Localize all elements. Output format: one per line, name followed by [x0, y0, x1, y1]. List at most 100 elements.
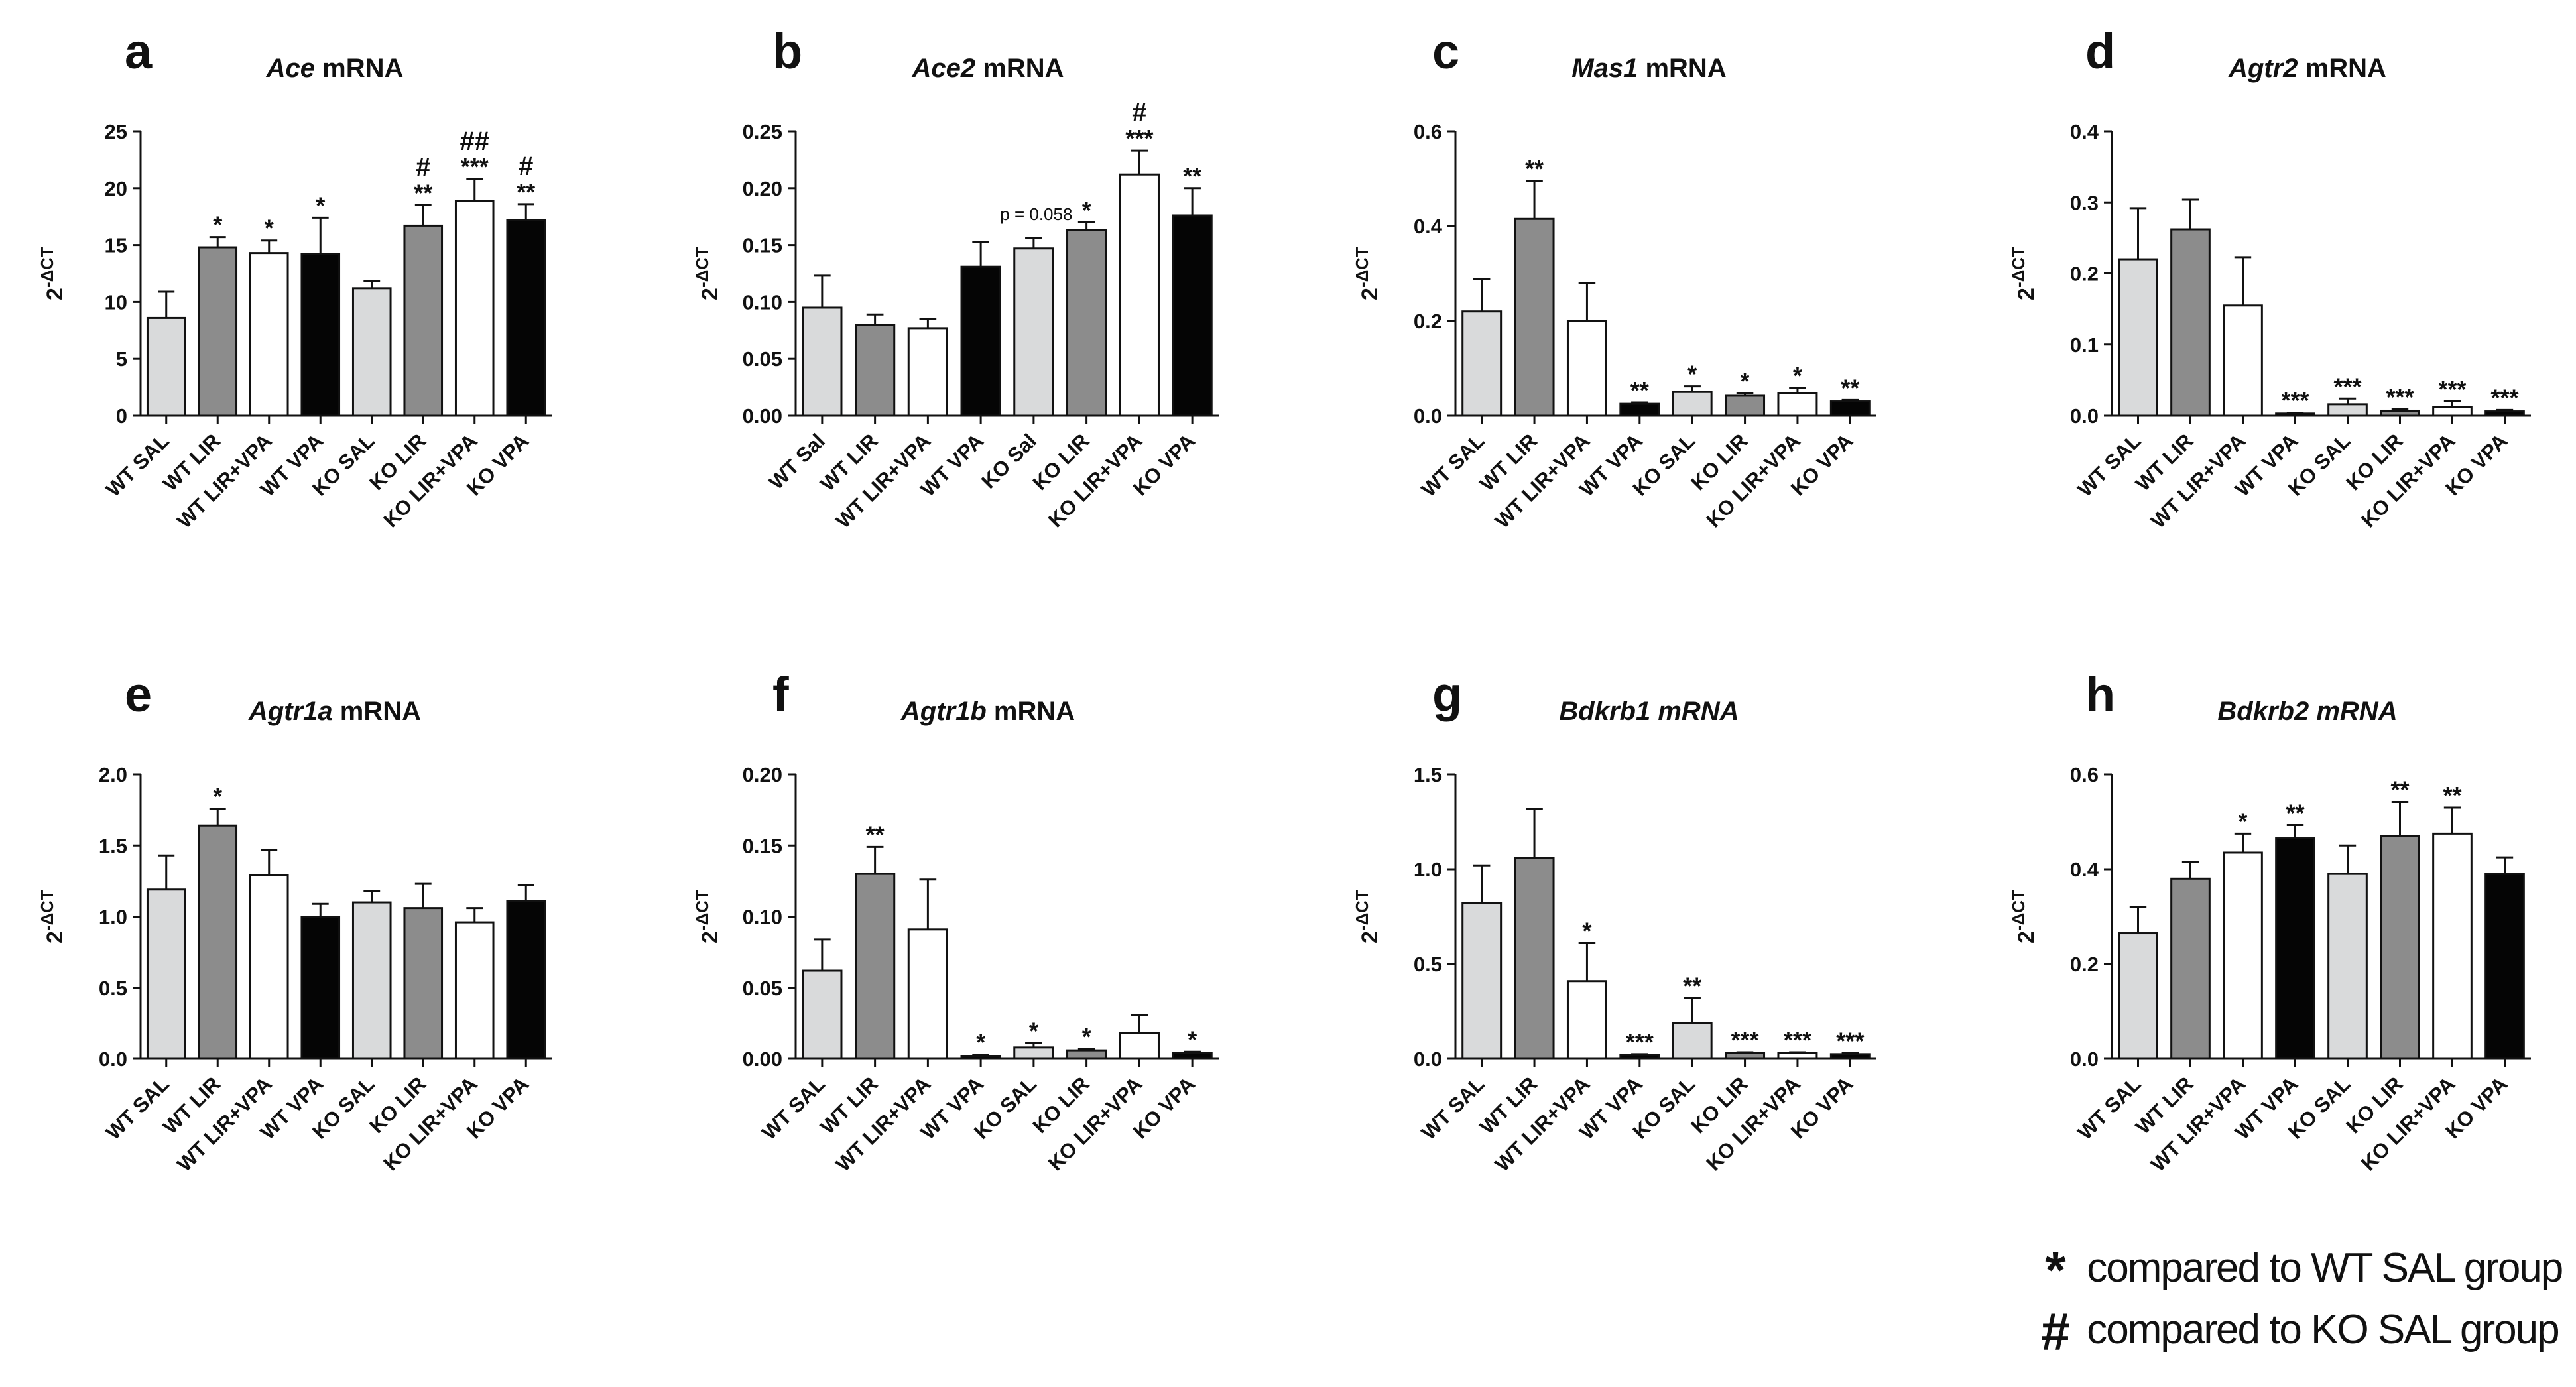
- bar-wt-vpa: [300, 916, 341, 1060]
- title-gene: Agtr1b: [900, 697, 987, 726]
- bar-wt-lir-vpa: [249, 874, 289, 1060]
- y-tick-label: 0.6: [1414, 120, 1442, 143]
- panel-letter: b: [772, 24, 802, 79]
- bar-ko-vpa: [2484, 410, 2525, 417]
- ylabel-base: 2: [2014, 931, 2039, 943]
- x-tick-label: WT SAL: [1417, 429, 1489, 501]
- bar-ko-lir: [403, 224, 444, 417]
- y-tick-label: 0.25: [743, 120, 782, 143]
- chart-title: Agtr1b mRNA: [900, 697, 1075, 726]
- x-tick-label: WT SAL: [757, 1072, 829, 1144]
- legend-star-entry: * compared to WT SAL group: [2036, 1240, 2563, 1301]
- y-tick-label: 0.0: [1414, 1048, 1442, 1071]
- y-tick-label: 0.00: [743, 1048, 782, 1071]
- bar-wt-sal: [2118, 258, 2158, 417]
- significance-star: **: [1841, 374, 1859, 401]
- bar-ko-lir-vpa: [454, 200, 495, 417]
- title-gene: Bdkrb2 mRNA: [2217, 697, 2397, 726]
- y-axis-label: 2-ΔCT: [1352, 890, 1382, 943]
- bar-ko-lir: [1725, 1052, 1766, 1060]
- panel-letter: a: [125, 24, 153, 79]
- bar-ko-lir-vpa: [2432, 832, 2473, 1060]
- significance-star: *: [2238, 808, 2247, 835]
- significance-star: **: [866, 821, 885, 848]
- ylabel-superscript: -ΔCT: [692, 890, 712, 931]
- bar-ko-lir-vpa: [1777, 392, 1818, 417]
- ylabel-superscript: -ΔCT: [2008, 890, 2028, 931]
- significance-star: *: [1082, 1023, 1091, 1050]
- significance-star: *: [1188, 1026, 1197, 1053]
- y-tick-label: 0: [116, 404, 127, 428]
- bar-wt-sal: [802, 969, 843, 1060]
- bar-wt-sal: [1461, 902, 1503, 1060]
- significance-star: ***: [1125, 125, 1153, 152]
- title-gene: Agtr2: [2228, 54, 2298, 83]
- bar-ko-sal: [2327, 873, 2368, 1060]
- bar-wt-sal: [146, 316, 186, 417]
- panel-letter: h: [2085, 667, 2115, 722]
- y-tick-label: 0.2: [1414, 310, 1442, 333]
- bar-ko-vpa: [506, 219, 546, 417]
- y-tick-label: 15: [105, 234, 127, 257]
- significance-star: **: [1183, 162, 1201, 190]
- bar-wt-lir-vpa: [1566, 320, 1607, 417]
- x-tick-label: WT SAL: [2073, 1072, 2146, 1144]
- title-gene: Ace2: [912, 54, 976, 83]
- ylabel-base: 2: [2014, 288, 2039, 300]
- significance-star: ***: [461, 153, 489, 180]
- bar-wt-vpa: [960, 1055, 1001, 1060]
- bar-wt-lir-vpa: [2223, 851, 2263, 1060]
- y-tick-label: 5: [116, 347, 127, 371]
- significance-star: *: [1741, 367, 1750, 394]
- significance-star: *: [213, 782, 222, 810]
- bar-ko-sal: [1013, 247, 1054, 417]
- y-tick-label: 0.4: [2070, 858, 2099, 881]
- bar-ko-sal: [351, 901, 392, 1060]
- y-tick-label: 1.5: [1414, 763, 1442, 786]
- y-axis-label: 2-ΔCT: [692, 247, 723, 300]
- bar-ko-lir: [2380, 409, 2420, 417]
- bar-wt-vpa: [300, 253, 341, 417]
- legend-hash-text: compared to KO SAL group: [2087, 1307, 2559, 1353]
- bar-ko-lir: [1725, 394, 1766, 417]
- ylabel-base: 2: [698, 288, 723, 300]
- panel-letter: g: [1432, 667, 1462, 722]
- panel-f: f Agtr1b mRNA 2-ΔCT 0.00 0.05 0.10 0.15 0.20 WT …: [692, 667, 1219, 1176]
- bar-ko-sal: [1672, 1022, 1713, 1060]
- bar-wt-lir: [198, 246, 238, 417]
- panel-letter: c: [1432, 24, 1459, 79]
- bar-ko-vpa: [2484, 873, 2525, 1060]
- significance-star: **: [2390, 776, 2409, 803]
- ylabel-superscript: -ΔCT: [692, 247, 712, 288]
- y-axis-label: 2-ΔCT: [37, 247, 68, 300]
- significance-star: ***: [2438, 376, 2466, 403]
- significance-star: **: [2286, 800, 2304, 827]
- significance-star: *: [1687, 361, 1697, 388]
- title-suffix: mRNA: [975, 54, 1064, 83]
- title-gene: Agtr1a: [248, 697, 333, 726]
- chart-title: Mas1 mRNA: [1571, 54, 1726, 83]
- title-suffix: mRNA: [2298, 54, 2386, 83]
- significance-hash: ##: [460, 127, 490, 156]
- ylabel-superscript: -ΔCT: [1352, 247, 1372, 288]
- y-tick-label: 1.0: [99, 906, 127, 929]
- chart-title: Agtr2 mRNA: [2228, 54, 2386, 83]
- bar-ko-lir: [403, 907, 444, 1060]
- bar-wt-vpa: [1619, 402, 1660, 417]
- ylabel-superscript: -ΔCT: [37, 247, 57, 288]
- significance-star: ***: [1836, 1027, 1864, 1054]
- bar-ko-lir: [1066, 1049, 1107, 1060]
- significance-star: *: [1793, 362, 1802, 389]
- title-suffix: mRNA: [315, 54, 403, 83]
- bar-wt-lir: [2170, 877, 2211, 1060]
- y-tick-label: 0.05: [743, 977, 782, 1000]
- significance-star: *: [213, 211, 222, 239]
- y-tick-label: 0.4: [1414, 215, 1443, 238]
- y-tick-label: 2.0: [99, 763, 127, 786]
- panel-letter: f: [772, 667, 789, 722]
- ylabel-base: 2: [42, 288, 68, 300]
- y-axis-label: 2-ΔCT: [1352, 247, 1382, 300]
